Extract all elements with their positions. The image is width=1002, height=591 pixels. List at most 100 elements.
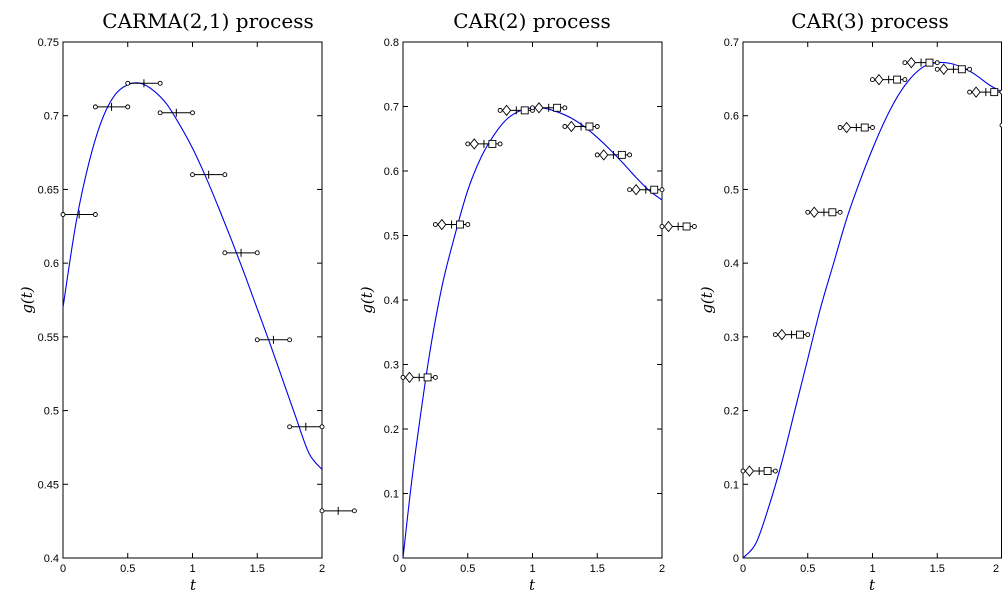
diamond-marker <box>842 121 852 134</box>
square-marker <box>796 330 804 339</box>
interval-bar <box>740 465 778 477</box>
chart-title: CARMA(2,1) process <box>102 9 313 33</box>
square-marker <box>957 65 966 74</box>
fitted-curve <box>402 107 663 559</box>
interval-start-point <box>740 468 746 474</box>
interval-end-point <box>222 172 228 178</box>
y-tick-label: 0.7 <box>44 111 59 123</box>
y-tick-label: 0.1 <box>724 479 739 491</box>
interval-end-point <box>254 250 260 256</box>
square-marker <box>828 208 837 217</box>
x-tick-label: 0 <box>400 563 406 575</box>
y-tick-label: 0.55 <box>38 332 59 344</box>
interval-bar <box>562 120 600 133</box>
interval-bar <box>157 108 195 117</box>
interval-end-point <box>934 60 940 66</box>
interval-bar <box>902 56 940 69</box>
interval-start-point <box>319 508 325 514</box>
diamond-marker <box>971 86 981 98</box>
interval-bar <box>837 121 875 134</box>
square-marker <box>682 222 691 231</box>
x-tick-label: 2 <box>993 563 999 575</box>
interval-bar <box>772 328 811 341</box>
x-tick-label: 0.5 <box>800 563 815 575</box>
square-marker <box>763 467 772 475</box>
square-marker <box>893 75 902 84</box>
interval-bar <box>60 210 98 219</box>
x-axis-label: t <box>529 576 536 591</box>
interval-bar <box>319 506 357 515</box>
diamond-marker <box>663 220 674 233</box>
interval-end-point <box>691 224 697 229</box>
diamond-marker <box>502 104 512 117</box>
diamond-marker <box>599 149 609 161</box>
interval-end-point <box>432 374 438 380</box>
x-tick-label: 2 <box>319 563 325 575</box>
y-tick-label: 0.4 <box>44 553 59 565</box>
interval-start-point <box>627 187 633 193</box>
y-tick-label: 0.5 <box>44 406 59 418</box>
diamond-marker <box>631 183 641 196</box>
y-axis-label: g(t) <box>358 286 376 313</box>
x-tick-label: 0 <box>740 563 746 575</box>
square-marker <box>990 88 999 97</box>
x-tick-label: 0.5 <box>120 563 135 575</box>
plot-frame <box>402 41 663 559</box>
y-axis-label: g(t) <box>18 286 36 313</box>
interval-start-point <box>805 209 811 215</box>
y-tick-label: 0.5 <box>724 184 739 196</box>
interval-start-point <box>902 60 908 66</box>
interval-start-point <box>562 124 568 129</box>
interval-bar <box>254 335 293 344</box>
square-marker <box>617 150 626 159</box>
diamond-marker <box>777 328 787 341</box>
interval-end-point <box>967 66 973 72</box>
interval-end-point <box>627 152 633 158</box>
chart-title: CAR(2) process <box>453 9 610 33</box>
interval-end-point <box>594 124 600 129</box>
chart-title: CAR(3) process <box>791 9 948 33</box>
interval-start-point <box>934 66 940 72</box>
interval-bar <box>659 220 697 233</box>
y-tick-label: 0.8 <box>384 37 399 49</box>
y-tick-label: 0.45 <box>38 479 59 491</box>
data-layer <box>60 79 357 515</box>
square-marker <box>520 106 529 115</box>
y-tick-label: 0.3 <box>384 360 399 372</box>
fitted-curve <box>742 61 1002 559</box>
interval-start-point <box>594 152 600 158</box>
interval-start-point <box>190 172 195 178</box>
x-tick-label: 1.5 <box>590 563 605 575</box>
interval-end-point <box>465 222 471 227</box>
interval-start-point <box>465 141 471 147</box>
interval-start-point <box>837 125 843 130</box>
data-layer <box>400 102 697 559</box>
interval-bar <box>465 138 503 150</box>
y-tick-label: 0.6 <box>384 166 399 178</box>
interval-bar <box>92 102 131 111</box>
interval-end-point <box>319 424 325 430</box>
interval-end-point <box>351 508 357 514</box>
y-tick-label: 0.5 <box>384 231 399 243</box>
y-tick-label: 0.2 <box>384 424 399 436</box>
diamond-marker <box>874 73 884 86</box>
interval-bar <box>967 86 1002 98</box>
fitted-curve <box>62 82 323 470</box>
interval-bar <box>125 79 163 88</box>
y-tick-label: 0.75 <box>38 37 59 49</box>
x-tick-label: 0 <box>60 563 66 575</box>
interval-start-point <box>60 212 66 217</box>
x-tick-label: 2 <box>659 563 665 575</box>
x-axis-label: t <box>869 576 876 591</box>
interval-end-point <box>562 105 568 111</box>
square-marker <box>488 139 497 148</box>
interval-end-point <box>125 104 131 110</box>
diamond-marker <box>469 138 479 150</box>
square-marker <box>585 122 594 131</box>
y-tick-label: 0.2 <box>724 406 739 418</box>
square-marker <box>925 58 934 67</box>
y-tick-label: 0.65 <box>38 184 59 196</box>
interval-start-point <box>254 337 260 343</box>
y-tick-label: 0.3 <box>724 332 739 344</box>
interval-start-point <box>125 80 131 86</box>
